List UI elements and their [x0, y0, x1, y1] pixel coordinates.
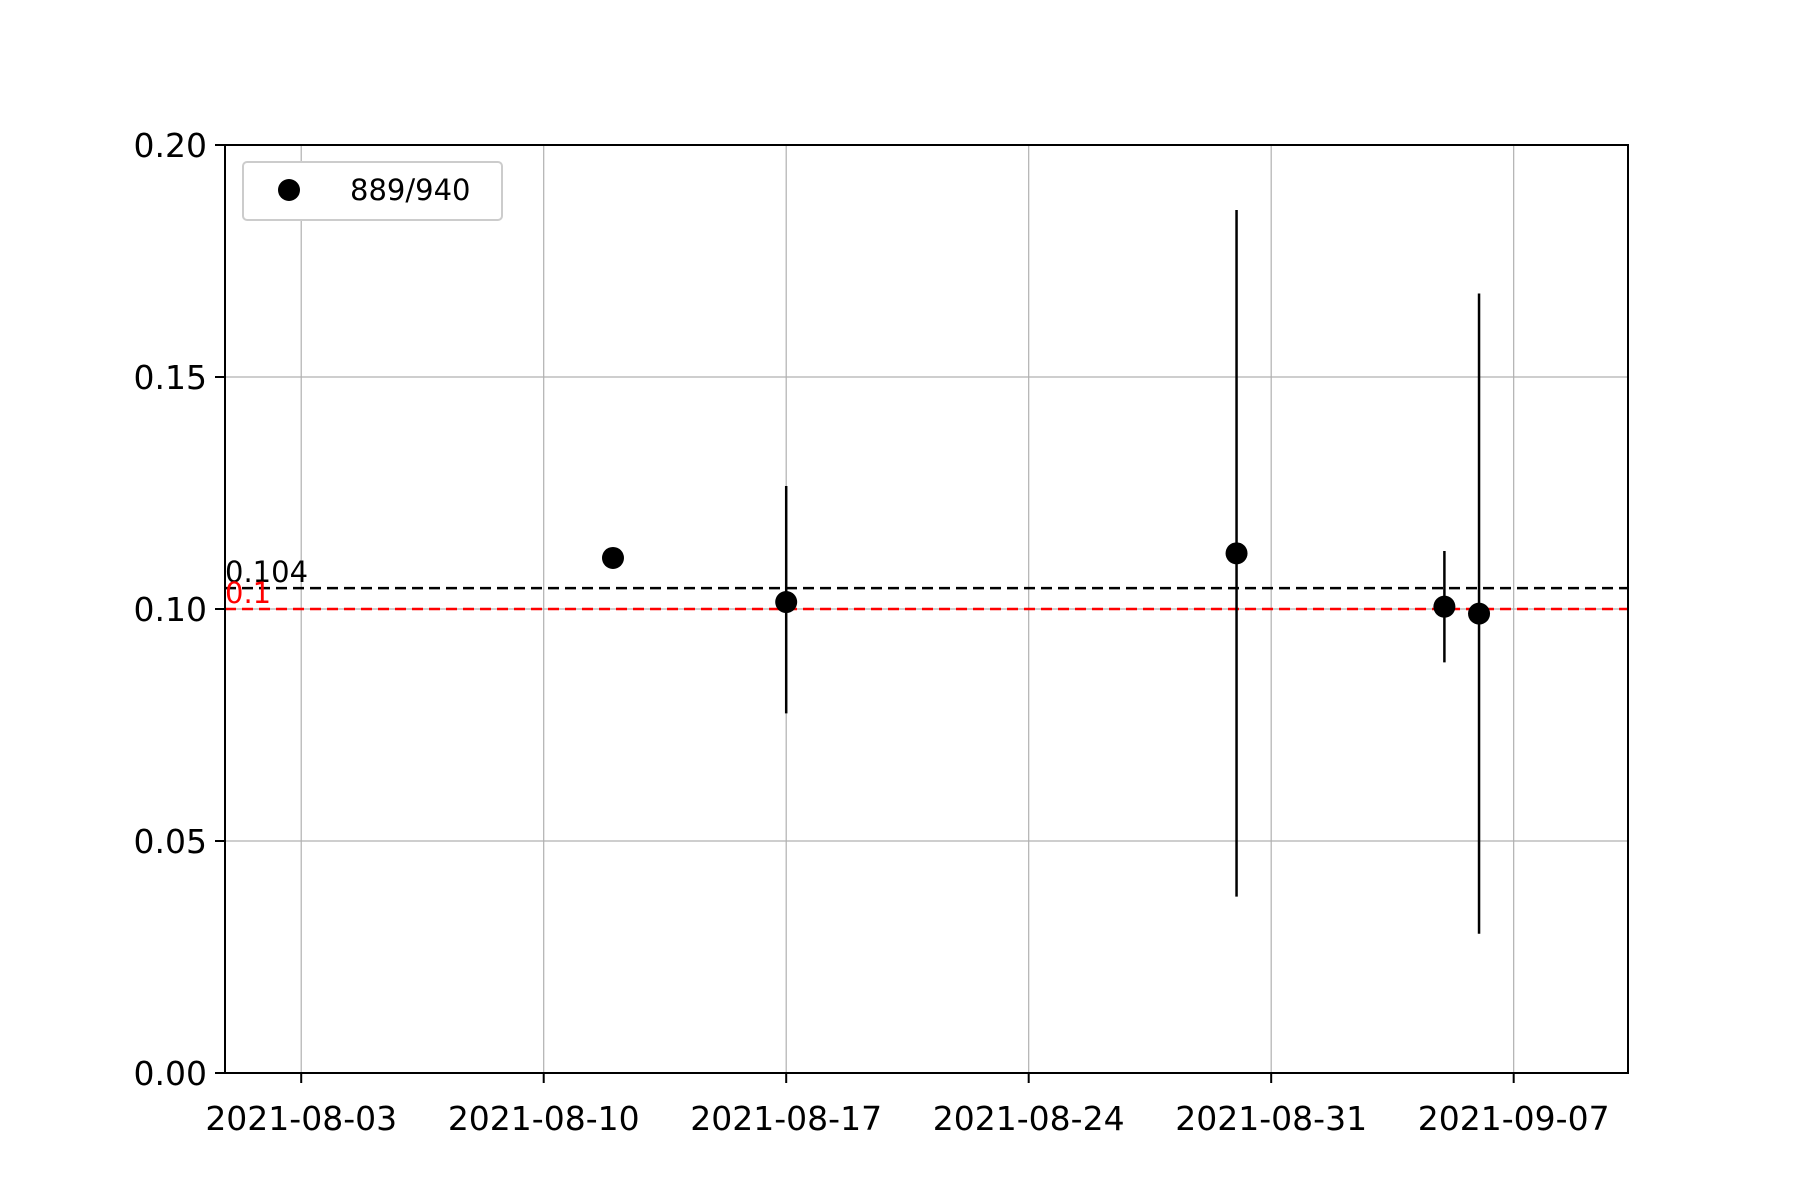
legend-label: 889/940 — [350, 173, 470, 207]
x-tick-label: 2021-08-10 — [448, 1099, 640, 1138]
y-tick-label: 0.10 — [134, 590, 207, 629]
data-point — [775, 591, 798, 614]
legend-marker — [278, 179, 300, 201]
y-tick-label: 0.20 — [134, 126, 207, 165]
reference-line-label: 0.104 — [225, 555, 308, 589]
data-points — [601, 542, 1491, 625]
data-point — [1225, 542, 1248, 565]
legend-box — [242, 161, 503, 221]
x-tick-label: 2021-08-31 — [1175, 1099, 1367, 1138]
y-tick-label: 0.00 — [134, 1054, 207, 1093]
y-axis: 0.00 0.05 0.10 0.15 0.20 — [134, 126, 225, 1093]
data-point — [1433, 595, 1456, 618]
legend: 889/940 — [242, 161, 503, 221]
reference-line-label: 0.1 — [225, 576, 271, 610]
x-tick-label: 2021-08-03 — [205, 1099, 397, 1138]
x-tick-label: 2021-08-17 — [690, 1099, 882, 1138]
data-point — [601, 546, 624, 569]
data-point — [1468, 602, 1491, 625]
x-tick-label: 2021-09-07 — [1418, 1099, 1610, 1138]
x-tick-label: 2021-08-24 — [933, 1099, 1125, 1138]
x-axis: 2021-08-03 2021-08-10 2021-08-17 2021-08-24… — [205, 1073, 1610, 1138]
y-tick-label: 0.15 — [134, 358, 207, 397]
y-tick-label: 0.05 — [134, 822, 207, 861]
